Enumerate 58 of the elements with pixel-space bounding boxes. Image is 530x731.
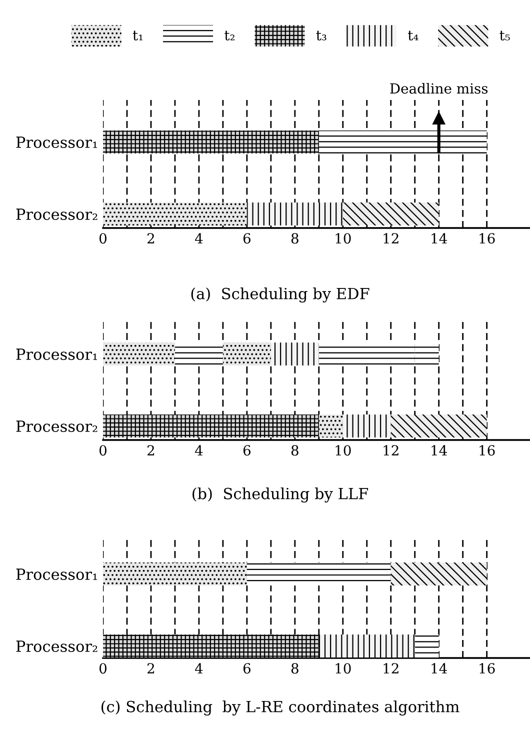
bar <box>318 414 343 438</box>
x-tick-label: 12 <box>384 445 398 456</box>
x-tick-label: 0 <box>99 233 106 244</box>
bar <box>318 342 415 366</box>
x-tick-label: 2 <box>148 445 154 456</box>
bar <box>414 634 439 658</box>
x-tick-label: 16 <box>480 663 495 674</box>
x-tick-label: 8 <box>291 445 298 456</box>
x-tick-label: 6 <box>243 233 250 244</box>
legend-label: t₁ <box>132 30 143 40</box>
bar <box>103 634 319 658</box>
x-tick-label: 12 <box>384 233 398 244</box>
x-tick-label: 4 <box>194 445 203 456</box>
text: (b) Scheduling by LLF <box>192 488 368 502</box>
bar <box>390 414 487 438</box>
bar <box>174 342 223 366</box>
x-tick-label: 16 <box>480 233 495 244</box>
x-tick-label: 10 <box>336 233 351 244</box>
text: (c) Scheduling by L-RE coordinates algorithm <box>101 700 460 716</box>
x-tick-label: 4 <box>194 663 203 674</box>
x-tick-label: 6 <box>243 663 250 674</box>
x-tick-label: 2 <box>148 663 154 674</box>
y-tick-label: Processor₁ <box>16 348 97 360</box>
bar <box>414 342 439 366</box>
x-tick-label: 14 <box>432 663 447 674</box>
x-tick-label: 8 <box>291 663 298 674</box>
x-tick-label: 0 <box>99 663 106 674</box>
y-tick-label: Processor₁ <box>16 136 97 148</box>
legend-label: t₂ <box>224 30 234 40</box>
x-tick-label: 10 <box>336 445 351 456</box>
y-tick-label: Processor₂ <box>16 208 98 220</box>
legend-label: t₄ <box>408 30 418 40</box>
bar <box>318 634 415 658</box>
text: (a) Scheduling by EDF <box>191 288 370 302</box>
x-tick-label: 0 <box>99 445 106 456</box>
y-tick-label: Processor₁ <box>16 568 97 580</box>
x-tick-label: 16 <box>480 445 495 456</box>
bar <box>270 342 319 366</box>
bar <box>222 342 271 366</box>
bar <box>103 342 175 366</box>
ref-line-label: Deadline miss <box>390 82 488 94</box>
x-tick-label: 2 <box>148 233 154 244</box>
bar <box>390 562 487 586</box>
x-tick-label: 14 <box>432 445 447 456</box>
legend-label: t₅ <box>500 30 510 40</box>
y-tick-label: Processor₂ <box>16 420 98 432</box>
legend-label: t₃ <box>316 30 326 40</box>
bar <box>246 562 391 586</box>
x-tick-label: 6 <box>243 445 250 456</box>
x-tick-label: 4 <box>194 233 203 244</box>
y-tick-label: Processor₂ <box>16 640 98 652</box>
bar <box>103 562 247 586</box>
bar <box>103 414 319 438</box>
x-tick-label: 10 <box>336 663 351 674</box>
x-tick-label: 14 <box>432 233 447 244</box>
x-tick-label: 12 <box>384 663 398 674</box>
x-tick-label: 8 <box>291 233 298 244</box>
bar <box>342 414 391 438</box>
